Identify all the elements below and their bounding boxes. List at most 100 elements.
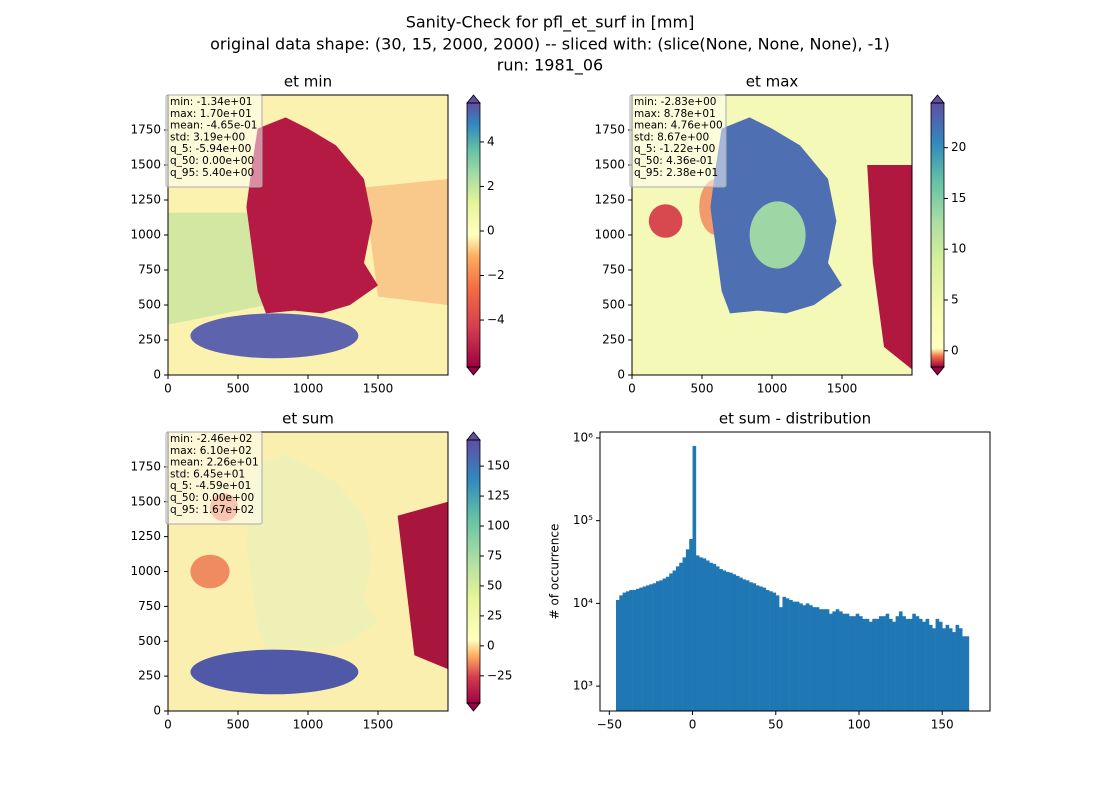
hist-bar: [739, 577, 743, 711]
y-tick-label: 1750: [130, 123, 161, 137]
stats-line: std: 8.67e+00: [634, 131, 709, 143]
hist-bar: [759, 586, 763, 711]
hist-bar: [649, 584, 653, 711]
hist-bar: [805, 603, 810, 711]
hist-bar: [785, 598, 790, 711]
y-tick-label: 1750: [130, 459, 161, 473]
colorbar-extend: [930, 366, 945, 376]
colorbar-frame: [930, 102, 945, 368]
hist-bar: [625, 591, 630, 711]
hist-bar: [795, 601, 800, 711]
hist-bar: [765, 590, 770, 711]
stats-line: q_5: -1.22e+00: [634, 143, 715, 155]
stats-line: q_5: -4.59e+01: [170, 480, 251, 492]
hist-bar: [622, 592, 627, 711]
hist-bar: [705, 560, 710, 711]
hist-bar: [915, 616, 920, 711]
colorbar-tick-label: 100: [487, 519, 510, 533]
axes-title: et min: [284, 73, 332, 91]
heatmap-image: [168, 95, 448, 375]
hist-bar: [835, 609, 840, 711]
hist-bar: [635, 588, 640, 711]
hist-bar: [675, 566, 680, 711]
y-tick-label: 750: [138, 263, 161, 277]
hist-bar: [962, 636, 966, 711]
hist-bar: [952, 632, 956, 711]
hist-bar: [855, 613, 860, 711]
image-region: [246, 454, 378, 650]
stats-line: max: 8.78e+01: [634, 108, 716, 120]
hist-bar: [892, 621, 896, 711]
colorbar-tick-label: 10: [951, 242, 966, 256]
stats-line: mean: -4.65e-01: [170, 120, 257, 132]
y-tick-label: 250: [138, 333, 161, 347]
hist-bar: [792, 601, 797, 711]
hist-bar: [789, 599, 793, 711]
y-tick-label: 1500: [130, 494, 161, 508]
y-tick-label: 1000: [130, 228, 161, 242]
y-tick-label: 1000: [130, 564, 161, 578]
hist-bar: [665, 576, 670, 711]
x-tick-label: 1000: [293, 718, 324, 732]
colorbar-tick-label: 5: [951, 292, 959, 306]
stats-line: mean: 2.26e+01: [170, 457, 259, 469]
hist-bar: [865, 618, 870, 711]
hist-bar: [762, 587, 767, 711]
hist-bar: [709, 562, 713, 711]
y-tick-label: 0: [153, 368, 161, 382]
colorbar-tick-label: 4: [487, 134, 495, 148]
stats-box: [629, 94, 727, 188]
hist-bar: [908, 618, 913, 711]
hist-bar: [878, 616, 883, 711]
x-tick-label: −50: [597, 718, 622, 732]
x-tick-label: 500: [691, 382, 714, 396]
x-tick-label: 0: [164, 382, 172, 396]
hist-bar: [799, 603, 803, 711]
hist-bar: [732, 574, 737, 711]
hist-bar: [825, 609, 830, 711]
hist-bar: [669, 573, 673, 711]
x-tick-label: 1500: [363, 382, 394, 396]
x-tick-label: 1500: [363, 718, 394, 732]
hist-bar: [642, 586, 647, 711]
hist-bar: [849, 616, 853, 711]
colorbar-tick-label: 0: [487, 638, 495, 652]
colorbar-tick-label: 75: [487, 548, 502, 562]
colorbar-tick-label: 125: [487, 489, 510, 503]
stats-line: min: -2.46e+02: [170, 433, 252, 445]
hist-bar: [948, 628, 953, 711]
y-tick-label: 250: [138, 669, 161, 683]
hist-bar: [822, 609, 827, 711]
hist-bar: [692, 445, 697, 711]
colorbar-tick-label: 2: [487, 179, 495, 193]
hist-bar: [735, 575, 740, 711]
y-tick-label: 750: [138, 599, 161, 613]
colorbar: [467, 440, 480, 703]
hist-bar: [895, 616, 900, 711]
stats-line: q_95: 1.67e+02: [170, 504, 254, 516]
hist-bar: [932, 628, 936, 711]
stats-line: min: -1.34e+01: [170, 96, 252, 108]
colorbar-extend: [466, 366, 481, 376]
hist-bar: [862, 618, 866, 711]
hist-bar: [845, 613, 850, 711]
y-tick-label: 10³: [573, 679, 593, 693]
hist-bar: [662, 578, 667, 711]
hist-bar: [925, 618, 930, 711]
hist-bar: [742, 579, 747, 711]
hist-bar: [945, 624, 950, 711]
axes-frame: [599, 431, 991, 712]
image-region: [648, 204, 683, 238]
colorbar-extend: [466, 702, 481, 712]
stats-line: max: 1.70e+01: [170, 108, 252, 120]
hist-bar: [875, 618, 880, 711]
hist-bar: [938, 621, 943, 711]
hist-bar: [955, 624, 960, 711]
hist-bar: [872, 618, 876, 711]
hist-bar: [719, 569, 723, 711]
x-tick-label: 0: [689, 718, 697, 732]
x-tick-label: 1500: [827, 382, 858, 396]
hist-bar: [679, 562, 683, 711]
hist-bar: [868, 621, 873, 711]
hist-bar: [842, 613, 846, 711]
